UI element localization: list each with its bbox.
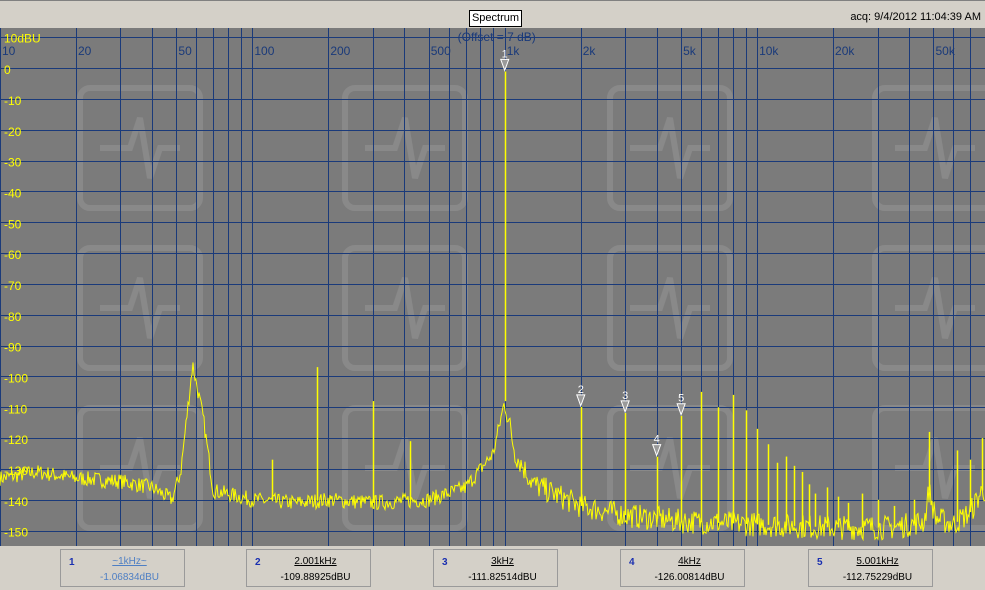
y-tick-label: -120 [4, 433, 28, 447]
marker-triangle [651, 444, 662, 458]
marker-label: 4 [654, 434, 660, 446]
marker-readout-value: -111.82514dBU [468, 572, 537, 583]
marker-label: 2 [578, 384, 584, 396]
y-tick-label: -10 [4, 94, 22, 108]
marker-readout-frequency[interactable]: 5.001kHz [856, 556, 899, 567]
marker-readout-index: 4 [629, 557, 635, 568]
x-tick-label: 500 [431, 44, 451, 58]
y-tick-label: -110 [4, 402, 27, 416]
marker-readout-frequency[interactable]: 4kHz [678, 556, 701, 567]
x-tick-label: 10k [759, 44, 779, 58]
marker-readout-index: 5 [817, 557, 823, 568]
marker-readout-frequency[interactable]: 2.001kHz [294, 556, 337, 567]
x-tick-label: 50k [935, 44, 955, 58]
marker-label: 3 [622, 390, 628, 402]
marker-label: 5 [678, 393, 684, 405]
marker-readout-1[interactable]: 1 ~1kHz~ -1.06834dBU [60, 549, 185, 587]
marker-triangle [576, 394, 586, 408]
y-tick-label: -30 [4, 156, 22, 170]
marker-triangle [676, 403, 686, 417]
marker-readout-4[interactable]: 4 4kHz -126.00814dBU [620, 549, 745, 587]
x-tick-label: 20 [78, 44, 92, 58]
marker-triangle [500, 58, 510, 72]
x-tick-label: 200 [330, 44, 350, 58]
marker-readout-frequency[interactable]: ~1kHz~ [112, 556, 147, 567]
spectrum-title-button[interactable]: Spectrum [469, 10, 522, 27]
marker-readout-value: -109.88925dBU [280, 572, 351, 583]
spectrum-plot[interactable]: 10 20 50 100 200 500 1k 2k 5k 10k 20k 50k(Offset = … [0, 28, 985, 546]
marker-readout-value: -1.06834dBU [100, 572, 159, 583]
marker-readout-value: -126.00814dBU [654, 572, 725, 583]
grid [0, 28, 985, 546]
marker-triangle [620, 400, 630, 414]
y-tick-label: -90 [4, 341, 22, 355]
marker-readout-5[interactable]: 5 5.001kHz -112.75229dBU [808, 549, 933, 587]
y-tick-label: -150 [4, 526, 28, 540]
marker-readout-bar: 1 ~1kHz~ -1.06834dBU 2 2.001kHz -109.88925dBU… [0, 546, 985, 590]
offset-label: (Offset = 7 dB) [458, 30, 536, 44]
acquisition-timestamp: acq: 9/4/2012 11:04:39 AM [850, 11, 981, 23]
marker-readout-index: 2 [255, 557, 261, 568]
marker-label: 1 [502, 48, 508, 60]
x-tick-label: 50 [178, 44, 192, 58]
x-tick-label: 1k [507, 44, 521, 58]
marker-readout-index: 1 [69, 557, 75, 568]
y-tick-label: -40 [4, 186, 22, 200]
title-bar: Spectrum acq: 9/4/2012 11:04:39 AM [0, 0, 985, 29]
marker-readout-2[interactable]: 2 2.001kHz -109.88925dBU [246, 549, 371, 587]
y-tick-label: -50 [4, 217, 22, 231]
y-tick-label: -60 [4, 248, 22, 262]
spectrum-trace [0, 362, 985, 542]
y-tick-label: 0 [4, 63, 11, 77]
y-unit-label: 10dBU [4, 31, 41, 45]
y-tick-label: -70 [4, 279, 22, 293]
marker-readout-value: -112.75229dBU [842, 572, 913, 583]
x-tick-label: 10 [2, 44, 16, 58]
y-tick-label: -80 [4, 310, 22, 324]
x-tick-label: 20k [835, 44, 855, 58]
y-tick-label: -20 [4, 125, 22, 139]
x-tick-label: 100 [254, 44, 274, 58]
marker-readout-index: 3 [442, 557, 448, 568]
x-tick-label: 2k [583, 44, 597, 58]
x-tick-label: 5k [683, 44, 697, 58]
plot-background [0, 28, 985, 546]
marker-readout-frequency[interactable]: 3kHz [491, 556, 514, 567]
marker-readout-3[interactable]: 3 3kHz -111.82514dBU [433, 549, 558, 587]
y-tick-label: -140 [4, 495, 28, 509]
y-tick-label: -100 [4, 371, 28, 385]
